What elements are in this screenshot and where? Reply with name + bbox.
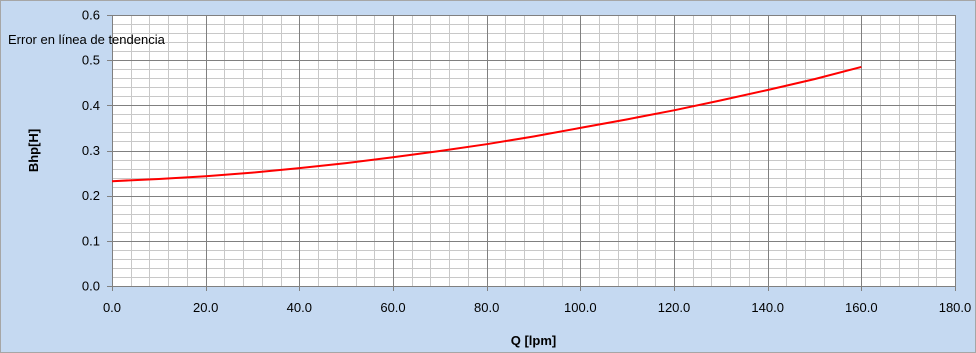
x-tick-label: 60.0 xyxy=(380,300,405,315)
x-tick-labels: 0.0 20.0 40.0 60.0 80.0 100.0 120.0 140.0 160.0 1… xyxy=(103,286,971,315)
x-axis-title: Q [lpm] xyxy=(511,333,557,348)
y-tick-labels: 0.0 0.1 0.2 0.3 0.4 0.5 0.6 xyxy=(82,8,112,294)
x-tick-label: 140.0 xyxy=(751,300,784,315)
y-axis-title: Bhp[H] xyxy=(26,129,41,172)
x-tick-label: 100.0 xyxy=(564,300,597,315)
y-tick-label: 0.6 xyxy=(82,8,100,23)
x-tick-label: 20.0 xyxy=(193,300,218,315)
y-tick-label: 0.5 xyxy=(82,53,100,68)
plot-area xyxy=(112,15,955,286)
y-tick-label: 0.0 xyxy=(82,279,100,294)
x-tick-label: 80.0 xyxy=(474,300,499,315)
series-layer xyxy=(111,65,862,183)
y-tick-label: 0.1 xyxy=(82,233,100,248)
trendline-annotation: Error en línea de tendencia xyxy=(8,32,166,47)
x-tick-label: 120.0 xyxy=(658,300,691,315)
y-tick-label: 0.4 xyxy=(82,98,100,113)
x-tick-label: 180.0 xyxy=(939,300,972,315)
x-tick-label: 160.0 xyxy=(845,300,878,315)
series-line-0 xyxy=(111,65,862,183)
y-tick-label: 0.2 xyxy=(82,188,100,203)
y-tick-label: 0.3 xyxy=(82,143,100,158)
x-tick-label: 0.0 xyxy=(103,300,121,315)
major-gridlines xyxy=(112,15,955,286)
x-tick-label: 40.0 xyxy=(287,300,312,315)
plot-border xyxy=(112,15,956,287)
